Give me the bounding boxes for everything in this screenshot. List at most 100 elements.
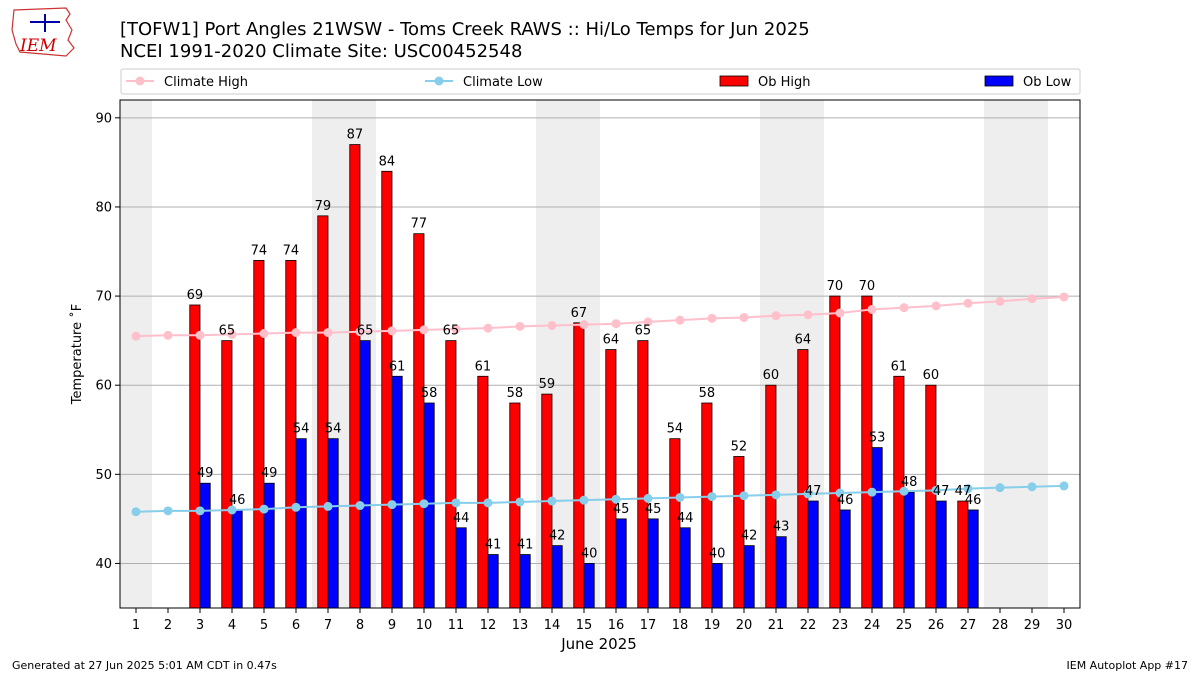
ob-high-value-label: 64 [795, 333, 812, 348]
x-tick-label: 28 [992, 618, 1009, 633]
x-tick-label: 11 [448, 618, 465, 633]
ob-low-value-label: 44 [453, 511, 470, 526]
climate-low-point [451, 498, 461, 508]
ob-low-value-label: 53 [869, 431, 886, 446]
legend: Climate High Climate Low Ob High Ob Low [120, 68, 1081, 95]
ob-low-value-label: 47 [933, 484, 950, 499]
x-tick-label: 17 [640, 618, 657, 633]
climate-high-point [1027, 294, 1037, 304]
climate-low-point [515, 497, 525, 507]
ob-high-value-label: 58 [507, 386, 524, 401]
ob-high-value-label: 79 [315, 199, 332, 214]
ob-low-value-label: 46 [229, 493, 246, 508]
data-labels: 69 65 74 74 79 87 84 77 65 61 58 59 67 64 65 54 58 52 60 64… [187, 128, 982, 562]
ob-high-bar [829, 295, 841, 609]
x-tick-label: 26 [928, 618, 945, 633]
ob-high-value-label: 54 [667, 422, 684, 437]
ob-low-bar [871, 447, 883, 609]
climate-low-point [1027, 482, 1037, 492]
x-tick-label: 25 [896, 618, 913, 633]
climate-low-point [1059, 481, 1069, 491]
ob-low-value-label: 41 [517, 538, 534, 553]
climate-high-point [931, 301, 941, 311]
x-tick-label: 23 [832, 618, 849, 633]
y-tick-label: 70 [95, 290, 112, 305]
climate-high-point [163, 330, 173, 340]
x-tick-label: 5 [260, 618, 268, 633]
x-tick-label: 15 [576, 618, 593, 633]
ob-high-value-label: 84 [379, 154, 396, 169]
x-tick-label: 9 [388, 618, 396, 633]
climate-high-point [899, 303, 909, 313]
footer-generated: Generated at 27 Jun 2025 5:01 AM CDT in … [12, 659, 277, 672]
legend-climate-high-label: Climate High [164, 75, 248, 90]
x-tick-label: 21 [768, 618, 785, 633]
x-tick-label: 20 [736, 618, 753, 633]
ob-low-bar [903, 491, 915, 609]
climate-high-point [195, 330, 205, 340]
ob-high-bar [861, 295, 873, 609]
ob-low-value-label: 46 [965, 493, 982, 508]
x-tick-label: 18 [672, 618, 689, 633]
x-tick-label: 13 [512, 618, 529, 633]
ob-low-value-label: 42 [549, 529, 566, 544]
legend-climate-high: Climate High [126, 75, 248, 90]
climate-low-point [675, 492, 685, 502]
ob-high-bar [797, 349, 809, 609]
ob-high-value-label: 52 [731, 439, 748, 454]
x-tick-label: 12 [480, 618, 497, 633]
ob-high-bar [445, 340, 457, 609]
x-tick-label: 2 [164, 618, 172, 633]
legend-ob-high: Ob High [719, 75, 811, 90]
climate-high-point [515, 321, 525, 331]
ob-high-value-label: 47 [955, 484, 972, 499]
climate-low-point [419, 499, 429, 509]
ob-low-bar [455, 527, 467, 609]
climate-low-point [611, 494, 621, 504]
climate-high-point [355, 327, 365, 337]
ob-low-value-label: 40 [709, 546, 726, 561]
ob-high-value-label: 70 [859, 279, 876, 294]
logo-text: IEM [19, 36, 57, 56]
ob-low-bar [935, 500, 947, 609]
x-tick-label: 16 [608, 618, 625, 633]
x-tick-label: 14 [544, 618, 561, 633]
climate-high-point [963, 298, 973, 308]
ob-low-bar [199, 482, 211, 609]
ob-low-bar [295, 438, 307, 609]
climate-high-point [451, 324, 461, 334]
ob-low-bar [615, 518, 627, 609]
x-tick-label: 19 [704, 618, 721, 633]
climate-lines [131, 292, 1069, 517]
legend-ob-low-label: Ob Low [1023, 75, 1072, 90]
climate-low-point [291, 502, 301, 512]
climate-high-point [579, 320, 589, 330]
ob-low-bar [327, 438, 339, 609]
climate-high-point [387, 326, 397, 336]
ob-low-value-label: 47 [805, 484, 822, 499]
ob-high-bar [957, 500, 969, 609]
ob-high-value-label: 65 [635, 324, 652, 339]
ob-low-bar [743, 545, 755, 609]
climate-high-point [131, 331, 141, 341]
ob-low-value-label: 43 [773, 520, 790, 535]
climate-low-point [195, 506, 205, 516]
ob-high-value-label: 65 [219, 324, 236, 339]
climate-low-point [899, 486, 909, 496]
ob-low-bar [775, 536, 787, 609]
x-tick-label: 4 [228, 618, 236, 633]
x-tick-label: 24 [864, 618, 881, 633]
ob-high-value-label: 74 [283, 243, 300, 258]
ob-high-bar [701, 402, 713, 609]
x-tick-label: 10 [416, 618, 433, 633]
climate-high-point [739, 312, 749, 322]
ob-low-value-label: 44 [677, 511, 694, 526]
weekend-band [984, 100, 1016, 608]
legend-climate-low: Climate Low [425, 75, 543, 90]
climate-low-point [483, 498, 493, 508]
y-tick-label: 40 [95, 557, 112, 572]
ob-low-value-label: 49 [261, 466, 278, 481]
ob-high-bar [317, 215, 329, 609]
climate-low-point [835, 488, 845, 498]
climate-high-point [707, 313, 717, 323]
